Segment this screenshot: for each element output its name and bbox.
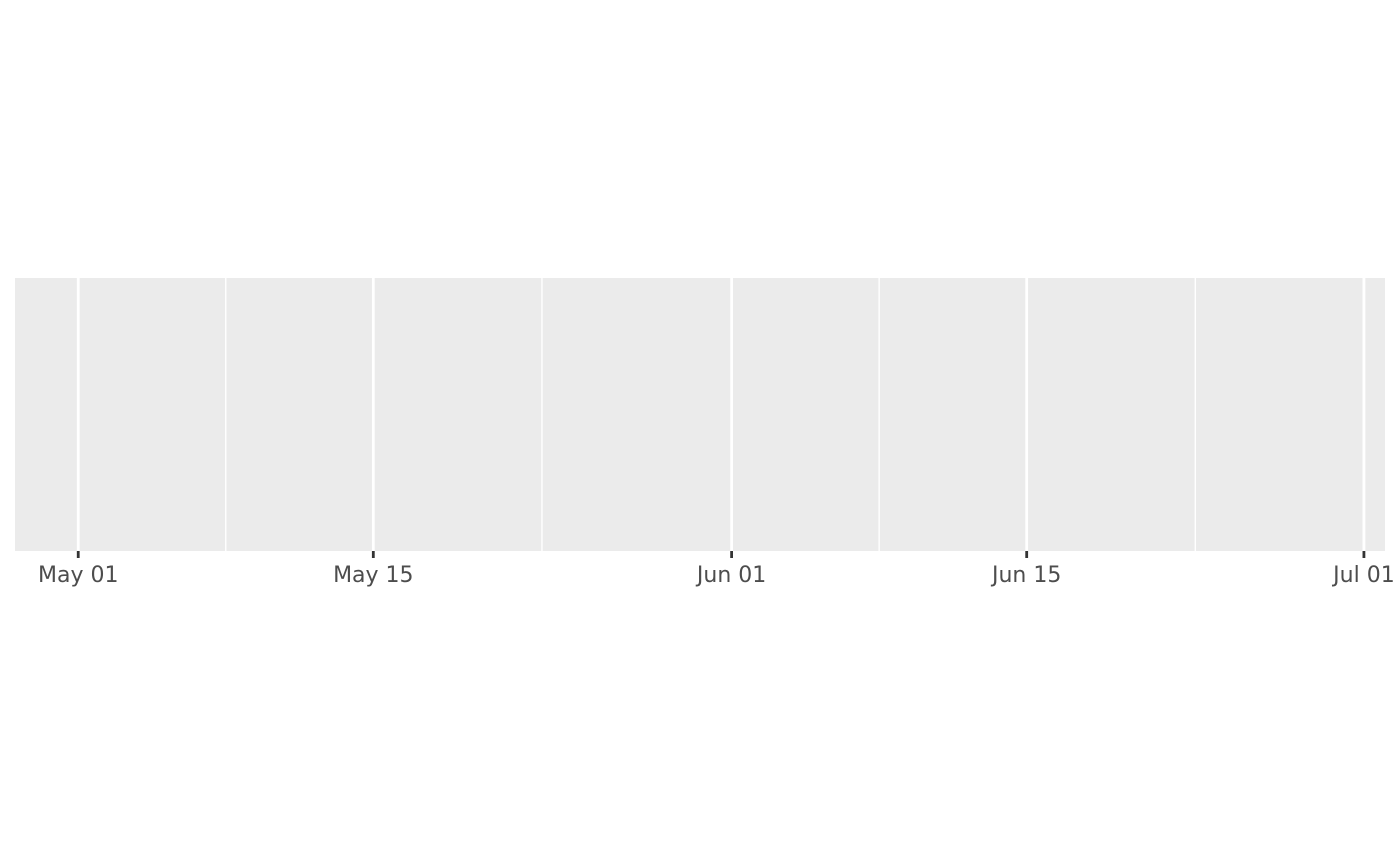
x-tick-label-3: Jun 15 [990,563,1061,588]
x-tick-label-2: Jun 01 [695,563,766,588]
plot-panel [15,278,1385,551]
x-tick-label-4: Jul 01 [1331,563,1395,588]
x-axis: May 01 May 15 Jun 01 Jun 15 Jul 01 [38,551,1395,588]
minor-gridlines [225,278,1197,551]
x-tick-label-0: May 01 [38,563,118,588]
x-tick-label-1: May 15 [333,563,413,588]
major-gridlines [76,278,1366,551]
